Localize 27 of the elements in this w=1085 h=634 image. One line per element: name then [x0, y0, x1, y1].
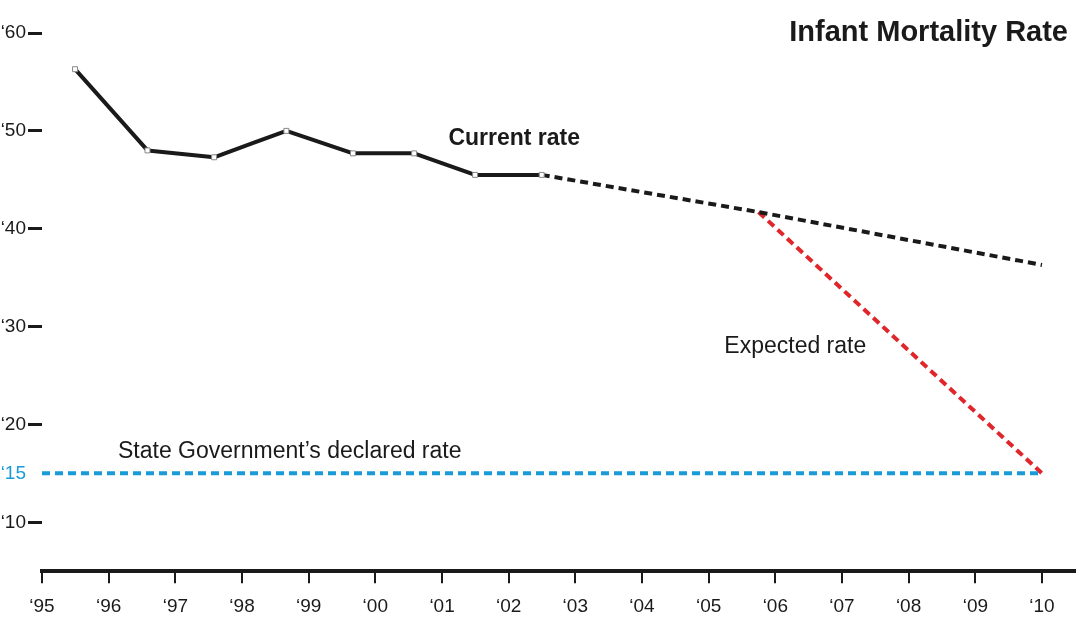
y-tick-label: ‘60 — [0, 21, 26, 43]
y-tick-label: ‘10 — [0, 510, 26, 532]
y-tick-label: ‘30 — [0, 314, 26, 336]
x-tick-label: ‘99 — [295, 594, 322, 616]
x-tick-label: ‘08 — [895, 594, 922, 616]
y-tick-label: ‘20 — [0, 412, 26, 434]
chart-title: Infant Mortality Rate — [789, 15, 1068, 47]
x-tick-label: ‘10 — [1029, 594, 1055, 616]
x-tick-label: ‘98 — [229, 594, 255, 616]
x-tick-label: ‘09 — [962, 594, 989, 616]
x-tick-label: ‘02 — [496, 594, 522, 616]
x-tick-label: ‘05 — [696, 594, 722, 616]
x-tick-label: ‘03 — [562, 594, 588, 616]
x-tick-label: ‘04 — [629, 594, 656, 616]
y-tick-label: ‘50 — [0, 119, 26, 141]
y-tick-label: ‘40 — [0, 216, 26, 238]
x-tick-label: ‘96 — [95, 594, 122, 616]
x-tick-label: ‘95 — [29, 594, 55, 616]
x-tick-label: ‘07 — [829, 594, 855, 616]
y-tick-label: ‘15 — [0, 461, 26, 483]
series-label: Expected rate — [724, 332, 867, 359]
ref-line-label: State Government’s declared rate — [118, 437, 462, 464]
series-label: Current rate — [448, 124, 581, 151]
x-tick-label: ‘01 — [429, 594, 455, 616]
x-tick-label: ‘97 — [162, 594, 189, 616]
x-tick-label: ‘06 — [762, 594, 788, 616]
x-tick-label: ‘00 — [362, 594, 388, 616]
